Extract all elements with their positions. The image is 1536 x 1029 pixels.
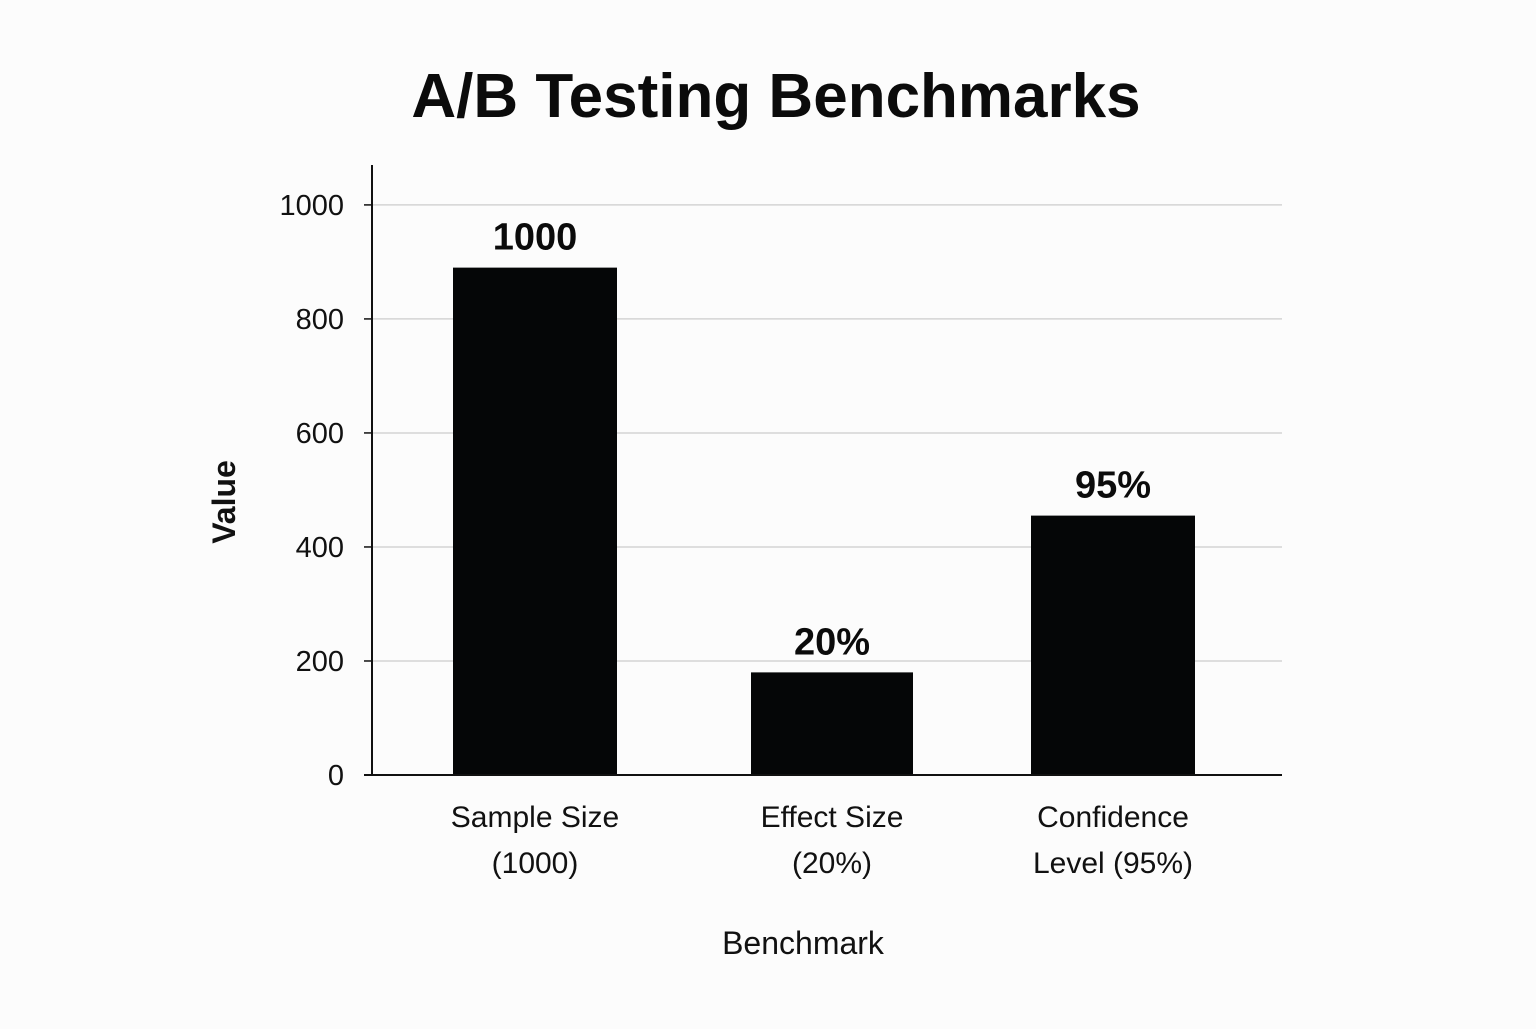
value-labels: 1000 20% 95% bbox=[493, 217, 1151, 664]
x-tick-label: Confidence bbox=[1037, 801, 1189, 834]
y-axis-label: Value bbox=[206, 460, 242, 544]
x-tick-label: Level (95%) bbox=[1033, 847, 1193, 880]
tick-labels: 0 200 400 600 800 1000 Sample Size (1000) Effect… bbox=[279, 190, 1193, 880]
bar-value-label: 20% bbox=[794, 621, 870, 663]
bar bbox=[453, 267, 617, 775]
bar bbox=[1031, 515, 1195, 775]
bar bbox=[751, 672, 913, 775]
bars bbox=[453, 267, 1195, 775]
x-tick-label: (20%) bbox=[792, 847, 872, 880]
y-tick-label: 1000 bbox=[279, 190, 344, 222]
y-tick-label: 600 bbox=[296, 418, 344, 450]
chart-title: A/B Testing Benchmarks bbox=[411, 62, 1140, 131]
y-tick-label: 800 bbox=[296, 304, 344, 336]
x-tick-label: Effect Size bbox=[761, 801, 904, 834]
x-axis-label: Benchmark bbox=[722, 925, 885, 961]
y-tick-label: 400 bbox=[296, 532, 344, 564]
axes bbox=[364, 165, 1282, 776]
x-tick-label: (1000) bbox=[492, 847, 579, 880]
y-tick-label: 0 bbox=[328, 760, 344, 792]
y-tick-label: 200 bbox=[296, 646, 344, 678]
x-tick-label: Sample Size bbox=[451, 801, 619, 834]
bar-value-label: 1000 bbox=[493, 217, 578, 259]
bar-value-label: 95% bbox=[1075, 465, 1151, 507]
